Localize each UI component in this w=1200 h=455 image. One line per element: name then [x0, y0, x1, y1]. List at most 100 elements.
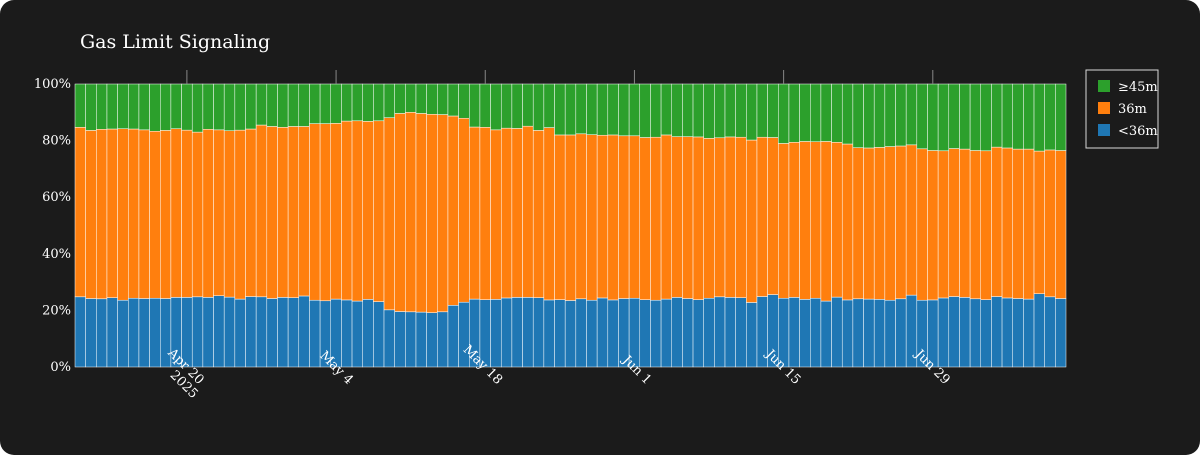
bar-segment-0-11[interactable] [191, 296, 204, 368]
bar-segment-2-57[interactable] [682, 83, 694, 137]
bar-segment-0-27[interactable] [362, 299, 374, 368]
bar-segment-1-75[interactable] [873, 147, 886, 300]
bar-segment-1-36[interactable] [458, 117, 470, 303]
bar-segment-2-87[interactable] [1001, 83, 1013, 149]
bar-segment-2-27[interactable] [362, 83, 374, 122]
bar-segment-1-18[interactable] [266, 126, 278, 299]
bar-segment-2-81[interactable] [937, 83, 950, 152]
bar-segment-1-50[interactable] [607, 134, 619, 301]
bar-segment-0-81[interactable] [937, 297, 950, 368]
bar-segment-1-89[interactable] [1023, 148, 1035, 300]
bar-segment-0-47[interactable] [575, 298, 587, 368]
bar-segment-1-76[interactable] [884, 146, 896, 301]
bar-segment-2-42[interactable] [522, 83, 534, 127]
bar-segment-1-8[interactable] [160, 130, 172, 299]
bar-segment-0-67[interactable] [788, 297, 800, 368]
bar-segment-1-69[interactable] [810, 141, 822, 299]
bar-segment-1-45[interactable] [554, 134, 566, 300]
bar-segment-0-89[interactable] [1023, 298, 1035, 368]
bar-segment-2-37[interactable] [469, 83, 481, 128]
bar-segment-0-34[interactable] [437, 311, 449, 368]
bar-segment-2-8[interactable] [160, 83, 172, 131]
bar-segment-2-89[interactable] [1023, 83, 1035, 150]
bar-segment-1-16[interactable] [245, 128, 257, 297]
bar-segment-1-61[interactable] [724, 136, 736, 298]
bar-segment-1-11[interactable] [191, 131, 204, 298]
bar-segment-0-21[interactable] [298, 295, 310, 368]
bar-segment-1-17[interactable] [255, 124, 268, 298]
bar-segment-0-39[interactable] [490, 299, 502, 368]
bar-segment-0-75[interactable] [873, 299, 886, 368]
bar-segment-1-25[interactable] [341, 120, 353, 301]
bar-segment-2-29[interactable] [383, 83, 395, 118]
bar-segment-2-3[interactable] [106, 83, 118, 130]
bar-segment-2-75[interactable] [873, 83, 886, 148]
bar-segment-2-62[interactable] [735, 83, 747, 138]
bar-segment-2-10[interactable] [181, 83, 193, 131]
bar-segment-0-26[interactable] [351, 300, 363, 368]
bar-segment-0-55[interactable] [660, 298, 672, 368]
bar-segment-1-24[interactable] [330, 123, 342, 300]
bar-segment-2-70[interactable] [820, 83, 832, 142]
legend-label[interactable]: ≥45m [1118, 80, 1158, 95]
bar-segment-0-18[interactable] [266, 298, 278, 368]
legend-swatch[interactable] [1098, 124, 1110, 136]
legend-label[interactable]: <36m [1118, 124, 1158, 139]
bar-segment-1-65[interactable] [767, 137, 779, 295]
bar-segment-0-72[interactable] [841, 299, 854, 368]
bar-segment-1-7[interactable] [149, 131, 161, 299]
bar-segment-0-76[interactable] [884, 299, 896, 368]
bar-segment-2-76[interactable] [884, 83, 896, 147]
bar-segment-1-71[interactable] [831, 142, 843, 298]
bar-segment-0-32[interactable] [415, 311, 427, 368]
legend[interactable]: ≥45m 36m <36m [1085, 69, 1159, 149]
bar-segment-1-47[interactable] [575, 133, 587, 300]
bar-segment-2-30[interactable] [394, 83, 406, 114]
bar-segment-1-3[interactable] [106, 128, 118, 298]
bar-segment-1-39[interactable] [490, 129, 502, 300]
bar-segment-0-14[interactable] [223, 296, 236, 368]
bar-segment-0-13[interactable] [213, 295, 225, 368]
bar-segment-2-69[interactable] [810, 83, 822, 142]
bar-segment-1-77[interactable] [895, 145, 907, 300]
bar-segment-0-73[interactable] [852, 298, 864, 368]
bar-segment-1-5[interactable] [128, 128, 140, 299]
bar-segment-2-85[interactable] [980, 83, 992, 152]
bar-segment-2-26[interactable] [351, 83, 363, 122]
bar-segment-1-88[interactable] [1012, 148, 1024, 299]
bar-segment-2-48[interactable] [586, 83, 598, 135]
bar-segment-0-15[interactable] [234, 298, 246, 368]
bar-segment-0-57[interactable] [682, 298, 694, 368]
bar-segment-1-29[interactable] [383, 117, 395, 311]
bar-segment-2-51[interactable] [618, 83, 630, 137]
legend-swatch[interactable] [1098, 102, 1110, 114]
bar-segment-2-6[interactable] [138, 83, 150, 131]
bar-segment-0-87[interactable] [1001, 297, 1013, 368]
bar-segment-2-14[interactable] [223, 83, 236, 131]
bar-segment-0-56[interactable] [671, 297, 683, 368]
bar-segment-0-29[interactable] [383, 309, 395, 368]
bar-segment-0-28[interactable] [373, 301, 385, 368]
bar-segment-1-90[interactable] [1033, 150, 1045, 294]
bar-segment-0-12[interactable] [202, 297, 214, 368]
bar-segment-2-40[interactable] [500, 83, 513, 129]
bar-segment-1-49[interactable] [596, 134, 609, 299]
bar-segment-2-36[interactable] [458, 83, 470, 119]
bar-segment-1-40[interactable] [500, 127, 513, 299]
bar-segment-1-34[interactable] [437, 114, 449, 313]
legend-label[interactable]: 36m [1118, 102, 1147, 117]
bar-segment-1-2[interactable] [96, 129, 108, 300]
bar-segment-2-78[interactable] [905, 83, 918, 146]
bar-segment-0-91[interactable] [1044, 296, 1056, 368]
bar-segment-0-49[interactable] [596, 297, 609, 368]
bar-segment-1-63[interactable] [746, 139, 758, 303]
bar-segment-0-84[interactable] [969, 298, 982, 368]
bar-segment-2-86[interactable] [991, 83, 1003, 148]
bar-segment-2-54[interactable] [650, 83, 662, 138]
bar-segment-2-83[interactable] [959, 83, 971, 150]
bar-segment-2-18[interactable] [266, 83, 278, 127]
bar-segment-2-49[interactable] [596, 83, 609, 136]
bar-segment-0-0[interactable] [74, 296, 86, 368]
bar-segment-0-92[interactable] [1055, 298, 1067, 368]
bar-segment-1-86[interactable] [991, 146, 1003, 297]
